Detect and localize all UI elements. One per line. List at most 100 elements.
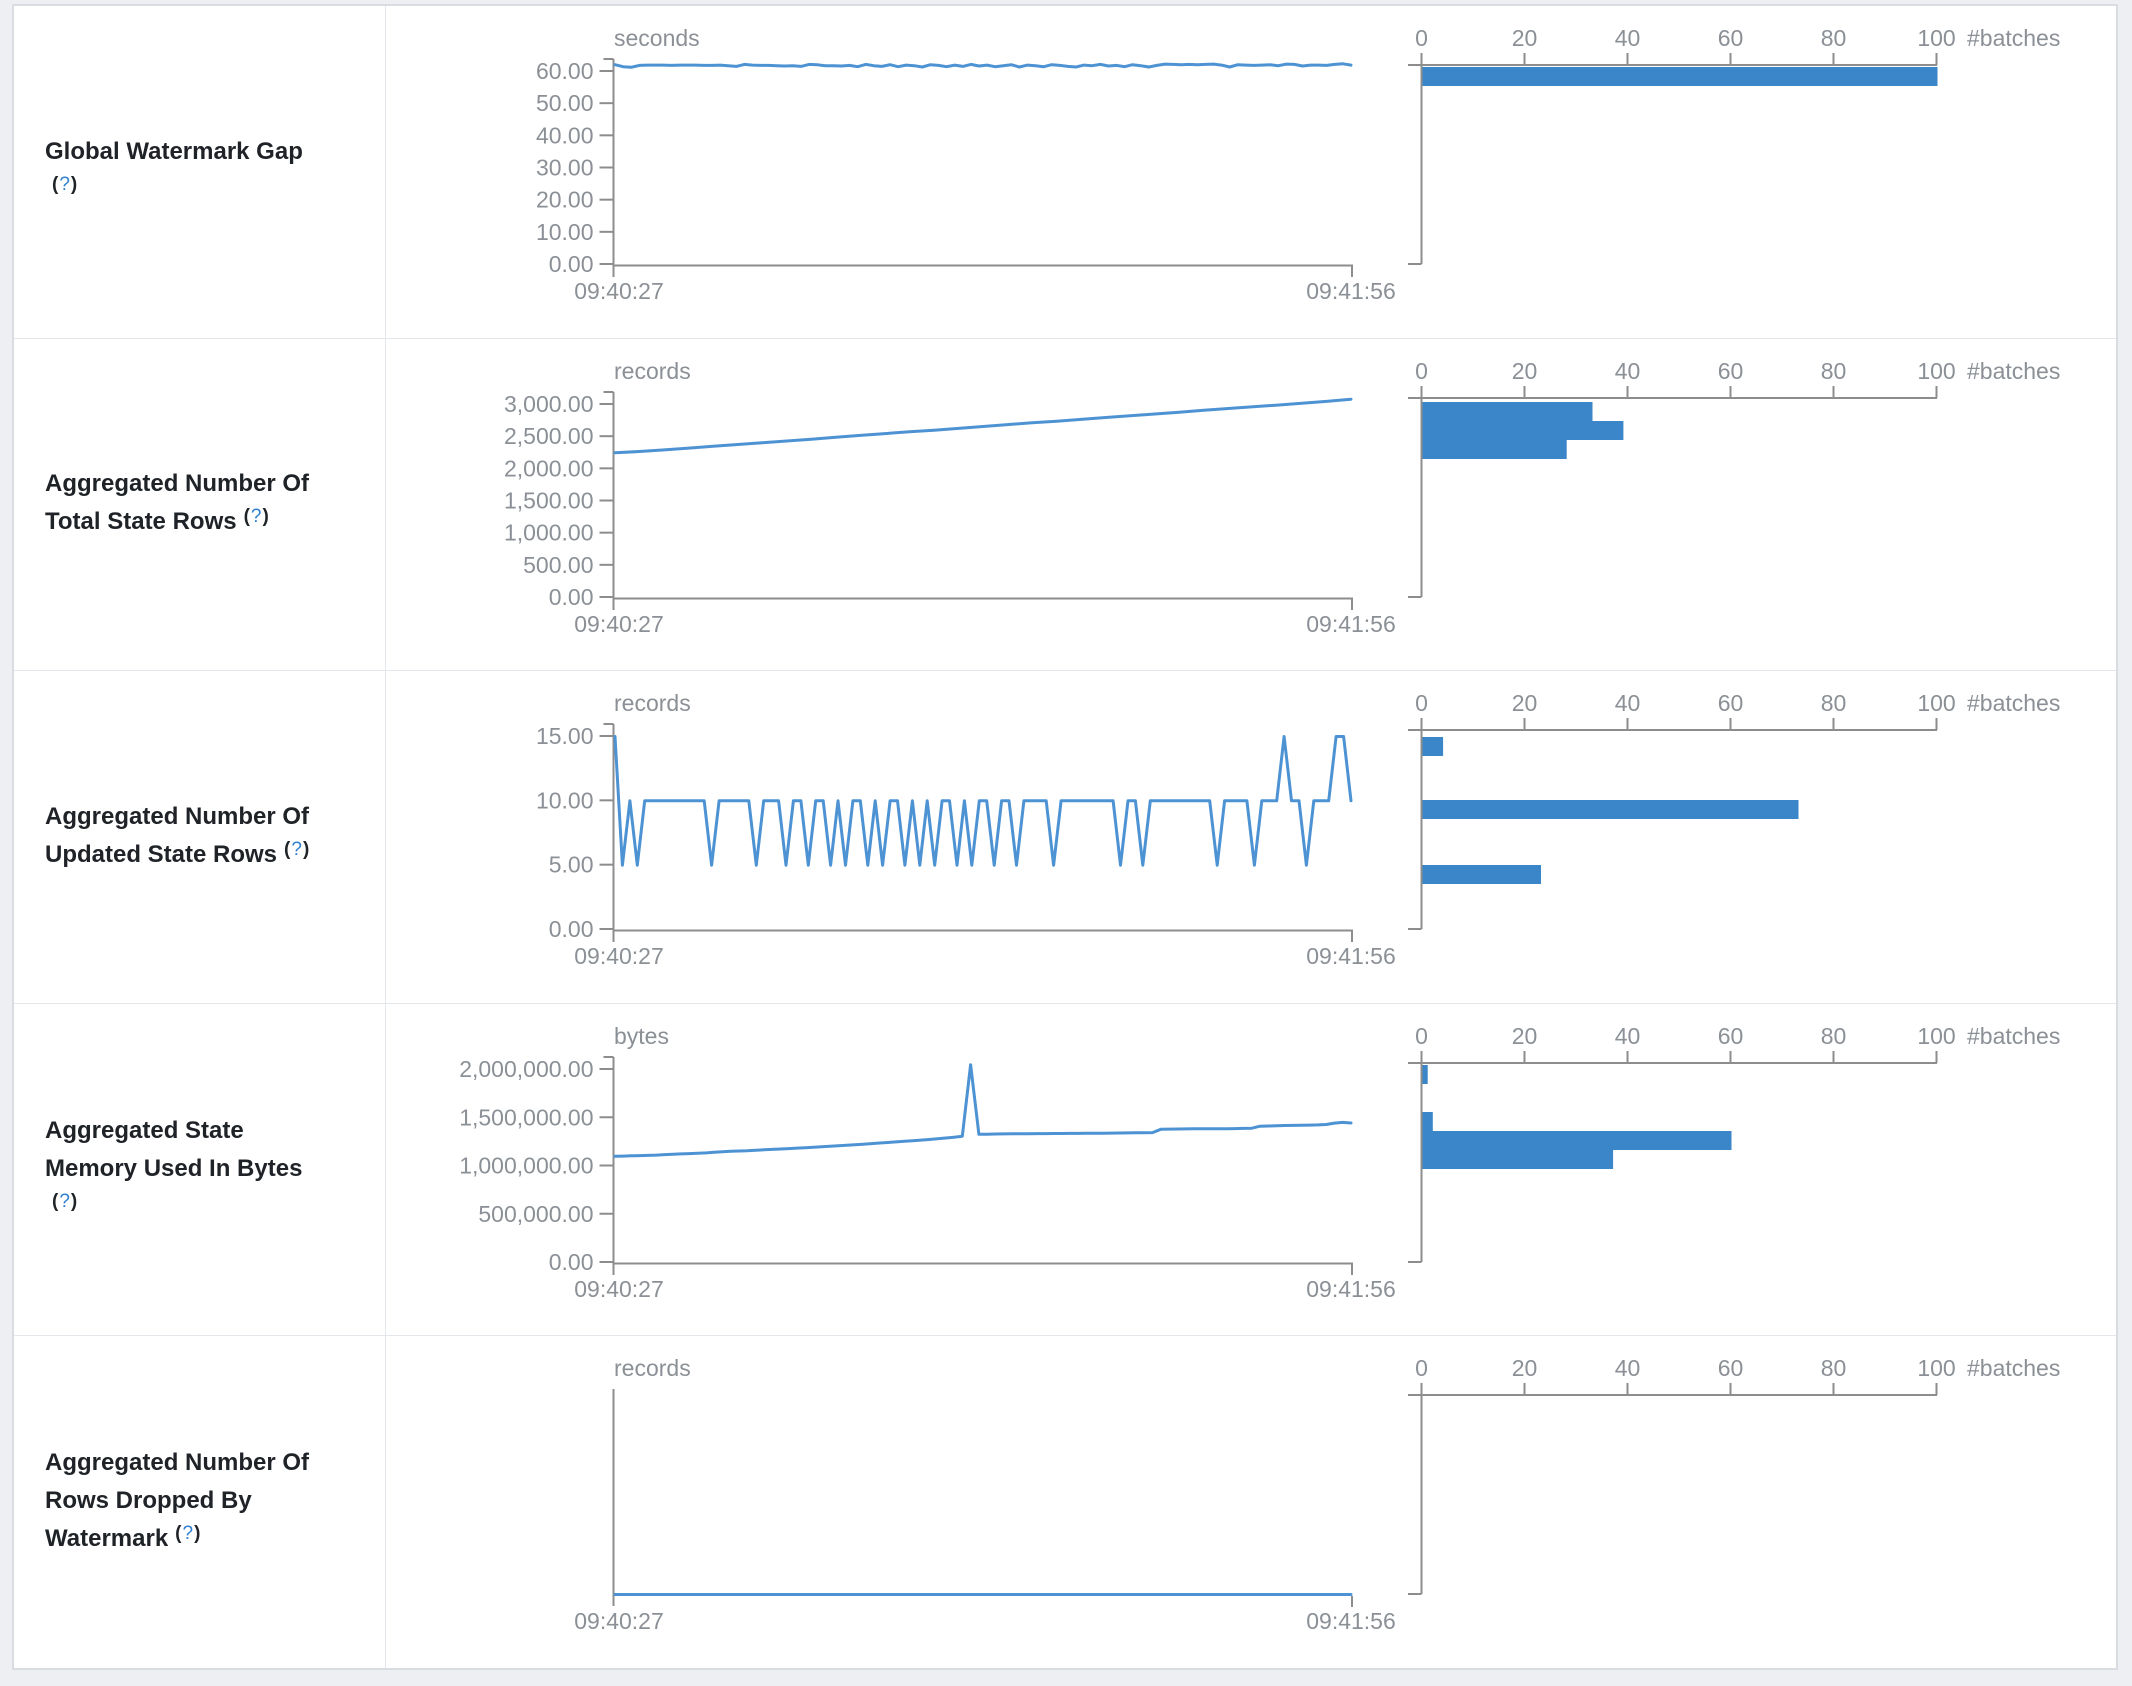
timeline-y-tick-label: 500,000.00 [479,1201,594,1227]
histogram-x-tick-label: 100 [1918,25,1956,51]
timeline-y-tick-label: 500.00 [524,551,594,577]
charts-svg: bytes 2,000,000.00 1,500,000.00 1,000,000.0… [460,1023,2061,1302]
timeline-y-tick-label: 30.00 [536,155,594,181]
histogram-x-tick-label: 20 [1512,690,1538,716]
timeline-x-end-label: 09:41:56 [1307,943,1397,969]
histogram-bar [1422,865,1542,885]
histogram-x-tick-label: 60 [1718,358,1744,384]
timeline-x-start-label: 09:40:27 [575,943,665,969]
timeline-line [613,1062,1353,1158]
help-paren-close: ) [70,173,78,195]
metric-label-line: Aggregated Number Of [45,798,373,836]
histogram-x-tick-label: 80 [1821,1023,1847,1049]
histogram-x-tick-label: 40 [1615,690,1641,716]
help-paren-close: ) [194,1523,201,1545]
metric-label-line: Watermark (?) [45,1520,373,1560]
metric-label: Aggregated Number Of Rows Dropped By Water… [14,1336,387,1668]
timeline-x-end-label: 09:41:56 [1307,611,1397,637]
timeline-y-tick-label: 10.00 [536,219,594,245]
timeline-y-tick-label: 15.00 [536,723,594,749]
histogram-x-tick-label: 0 [1415,25,1428,51]
histogram-bar [1422,1130,1732,1150]
help-paren-open: ( [52,173,59,195]
metric-label: Global Watermark Gap (?) [14,6,387,338]
timeline-y-tick-label: 0.00 [549,584,594,610]
metric-label-line: Global Watermark Gap [45,133,373,171]
histogram-x-tick-label: 60 [1718,690,1744,716]
histogram-axis-label: #batches [1967,25,2060,51]
timeline-y-tick-label: 1,500,000.00 [460,1104,594,1130]
timeline-y-tick-label: 40.00 [536,122,594,148]
help-question: ? [59,173,70,195]
timeline-line [613,397,1353,454]
histogram-x-tick-label: 80 [1821,25,1847,51]
metric-label-text: Aggregated Number Of [45,470,310,498]
timeline-x-end-label: 09:41:56 [1307,1608,1397,1634]
help-paren-open: ( [284,838,291,860]
help-question: ? [250,506,262,528]
timeline-unit-label: seconds [614,25,700,51]
histogram-x-tick-label: 40 [1615,25,1641,51]
help-question: ? [182,1523,194,1545]
metric-label-line: Updated State Rows (?) [45,836,373,876]
histogram-x-tick-label: 100 [1918,358,1956,384]
histogram-x-tick-label: 0 [1415,690,1428,716]
metric-row: Aggregated Number Of Total State Rows (?) … [14,338,2116,672]
metric-charts: records 3,000.00 2,500.00 2,000.00 1,500.00 1… [386,339,2116,671]
histogram-x-tick-label: 80 [1821,1355,1847,1381]
metric-label-text: Aggregated Number Of [45,802,310,830]
help-icon[interactable]: (?) [52,174,77,195]
metric-label-text: Updated State Rows [45,840,278,868]
timeline-y-tick-label: 0.00 [549,916,594,942]
metric-label-line: (?) [45,171,373,211]
histogram-x-tick-label: 80 [1821,358,1847,384]
histogram-bar [1422,800,1799,820]
histogram-x-tick-label: 60 [1718,25,1744,51]
timeline-y-tick-label: 0.00 [549,1249,594,1275]
timeline-line [613,735,1353,867]
histogram-x-tick-label: 20 [1512,25,1538,51]
help-paren-close: ) [262,506,269,528]
metric-label-line: (?) [45,1188,373,1228]
help-icon[interactable]: (?) [175,1523,200,1544]
metric-label-text: Aggregated State [45,1116,244,1144]
timeline-x-start-label: 09:40:27 [575,1276,665,1302]
histogram-x-tick-label: 40 [1615,358,1641,384]
histogram-x-tick-label: 100 [1918,1355,1956,1381]
timeline-x-start-label: 09:40:27 [575,611,665,637]
timeline-unit-label: bytes [614,1023,669,1049]
histogram-axis-label: #batches [1967,690,2060,716]
histogram-axis-label: #batches [1967,1355,2060,1381]
metric-label-line: Memory Used In Bytes [45,1150,373,1188]
metric-row: Aggregated State Memory Used In Bytes (?) … [14,1003,2116,1337]
charts-svg: records 09:40:27 09:41:56 0 20 40 60 80 100 #batc… [575,1355,2061,1634]
help-icon[interactable]: (?) [244,506,269,527]
metric-charts: seconds 60.00 50.00 40.00 30.00 20.00 10.00 0.0… [386,6,2116,338]
histogram-axis-label: #batches [1967,1023,2060,1049]
histogram-bar [1422,420,1624,440]
timeline-y-tick-label: 2,000.00 [504,455,594,481]
metric-label-line: Rows Dropped By [45,1482,373,1520]
histogram-bar [1422,401,1593,421]
histogram-x-tick-label: 20 [1512,358,1538,384]
histogram-x-tick-label: 0 [1415,358,1428,384]
metric-label-line: Aggregated Number Of [45,1444,373,1482]
help-icon[interactable]: (?) [284,839,309,860]
timeline-unit-label: records [614,1355,691,1381]
timeline-y-tick-label: 1,500.00 [504,487,594,513]
metric-label: Aggregated State Memory Used In Bytes (?) [14,1003,387,1336]
histogram-x-tick-label: 40 [1615,1355,1641,1381]
help-icon[interactable]: (?) [52,1191,77,1212]
metric-label-text: Total State Rows [45,508,237,536]
help-paren-open: ( [243,506,250,528]
metric-row: Aggregated Number Of Rows Dropped By Water… [14,1336,2116,1668]
timeline-y-tick-label: 1,000.00 [504,519,594,545]
metric-label-text: Global Watermark Gap [45,137,303,165]
histogram-x-tick-label: 100 [1918,690,1956,716]
histogram-x-tick-label: 60 [1718,1023,1744,1049]
histogram-x-tick-label: 20 [1512,1023,1538,1049]
timeline-y-tick-label: 2,000,000.00 [460,1056,594,1082]
timeline-unit-label: records [614,690,691,716]
metric-label-line: Total State Rows (?) [45,503,373,543]
